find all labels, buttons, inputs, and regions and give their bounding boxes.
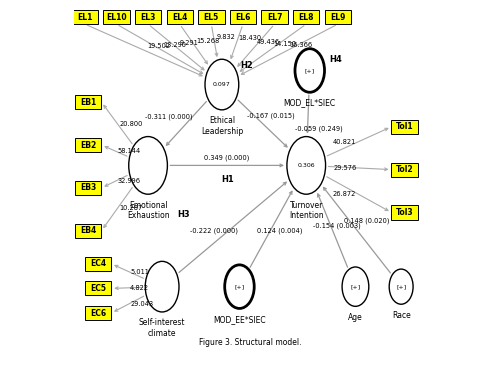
Text: 9.832: 9.832	[216, 34, 235, 40]
Text: 0.349 (0.000): 0.349 (0.000)	[204, 154, 250, 161]
Ellipse shape	[146, 261, 179, 312]
Text: [+]: [+]	[396, 284, 406, 289]
Text: Race: Race	[392, 310, 410, 320]
FancyBboxPatch shape	[392, 162, 418, 176]
FancyBboxPatch shape	[75, 181, 102, 195]
Ellipse shape	[287, 137, 326, 194]
Text: Figure 3. Structural model.: Figure 3. Structural model.	[199, 339, 301, 347]
FancyBboxPatch shape	[75, 224, 102, 238]
Text: -0.059 (0.249): -0.059 (0.249)	[294, 125, 343, 132]
Ellipse shape	[389, 269, 413, 304]
Text: 58.144: 58.144	[118, 148, 141, 154]
Text: 0.097: 0.097	[213, 82, 231, 87]
FancyBboxPatch shape	[166, 10, 193, 24]
FancyBboxPatch shape	[198, 10, 224, 24]
Text: -0.154 (0.003): -0.154 (0.003)	[314, 223, 361, 229]
Text: 15.268: 15.268	[196, 38, 220, 44]
Text: H1: H1	[221, 175, 234, 184]
Text: 14.150: 14.150	[274, 41, 296, 47]
Text: [+]: [+]	[350, 284, 360, 289]
Text: -0.311 (0.000): -0.311 (0.000)	[144, 114, 192, 120]
FancyBboxPatch shape	[72, 10, 98, 24]
Text: 0.124 (0.004): 0.124 (0.004)	[257, 227, 302, 234]
Text: Emotional
Exhaustion: Emotional Exhaustion	[127, 201, 170, 220]
Ellipse shape	[342, 267, 369, 306]
Text: 18.430: 18.430	[238, 36, 261, 41]
Text: EL4: EL4	[172, 13, 188, 21]
FancyBboxPatch shape	[293, 10, 320, 24]
Text: EC5: EC5	[90, 284, 106, 293]
Text: Age: Age	[348, 313, 363, 322]
Text: EC6: EC6	[90, 309, 106, 317]
Text: Tol3: Tol3	[396, 208, 413, 217]
Text: -0.222 (0.000): -0.222 (0.000)	[190, 227, 238, 234]
Text: Turnover
Intention: Turnover Intention	[289, 201, 324, 220]
FancyBboxPatch shape	[135, 10, 161, 24]
FancyBboxPatch shape	[230, 10, 256, 24]
Text: Ethical
Leadership: Ethical Leadership	[201, 116, 243, 135]
Text: -0.167 (0.015): -0.167 (0.015)	[247, 113, 295, 120]
Text: EC4: EC4	[90, 259, 106, 268]
Text: 0.148 (0.020): 0.148 (0.020)	[344, 218, 390, 224]
FancyBboxPatch shape	[103, 10, 130, 24]
Ellipse shape	[205, 59, 239, 110]
Text: 0.306: 0.306	[298, 163, 315, 168]
FancyBboxPatch shape	[85, 306, 112, 320]
Text: 9.291: 9.291	[180, 40, 198, 47]
Text: EL1: EL1	[77, 13, 92, 21]
Text: H3: H3	[177, 210, 190, 219]
Ellipse shape	[128, 137, 168, 194]
Text: 16.366: 16.366	[290, 43, 312, 48]
Text: 10.287: 10.287	[120, 205, 142, 211]
FancyBboxPatch shape	[262, 10, 288, 24]
FancyBboxPatch shape	[75, 95, 102, 109]
Text: 29.043: 29.043	[130, 301, 154, 307]
Text: 4.822: 4.822	[130, 285, 149, 291]
Text: 5.011: 5.011	[130, 269, 150, 275]
FancyBboxPatch shape	[85, 281, 112, 295]
Text: EL7: EL7	[267, 13, 282, 21]
Text: 40.821: 40.821	[333, 139, 356, 145]
Text: 26.872: 26.872	[333, 191, 356, 197]
FancyBboxPatch shape	[75, 138, 102, 152]
Text: H4: H4	[330, 56, 342, 64]
Text: 49.436: 49.436	[256, 39, 280, 45]
Text: [+]: [+]	[304, 68, 315, 73]
Text: 32.996: 32.996	[118, 178, 141, 184]
Text: EL6: EL6	[236, 13, 250, 21]
Text: [+]: [+]	[234, 284, 244, 289]
Text: 20.800: 20.800	[120, 121, 143, 127]
Text: MOD_EL*SIEC: MOD_EL*SIEC	[284, 98, 336, 108]
FancyBboxPatch shape	[324, 10, 351, 24]
Text: H2: H2	[240, 61, 253, 70]
FancyBboxPatch shape	[392, 205, 418, 219]
Text: 29.576: 29.576	[334, 165, 357, 171]
Text: EL5: EL5	[204, 13, 219, 21]
Text: EL10: EL10	[106, 13, 126, 21]
Text: EB1: EB1	[80, 98, 96, 107]
Text: EL9: EL9	[330, 13, 345, 21]
Text: EB3: EB3	[80, 184, 96, 192]
Text: EL3: EL3	[140, 13, 156, 21]
FancyBboxPatch shape	[392, 120, 418, 134]
Ellipse shape	[295, 49, 324, 92]
Text: EL8: EL8	[298, 13, 314, 21]
Text: EB2: EB2	[80, 141, 96, 149]
Ellipse shape	[224, 265, 254, 309]
Text: Tol1: Tol1	[396, 122, 413, 131]
Text: 13.290: 13.290	[163, 42, 186, 48]
Text: Tol2: Tol2	[396, 165, 413, 174]
Text: MOD_EE*SIEC: MOD_EE*SIEC	[213, 315, 266, 324]
Text: 19.502: 19.502	[147, 43, 170, 49]
Text: Self-interest
climate: Self-interest climate	[139, 318, 186, 338]
FancyBboxPatch shape	[85, 257, 112, 271]
Text: EB4: EB4	[80, 226, 96, 235]
